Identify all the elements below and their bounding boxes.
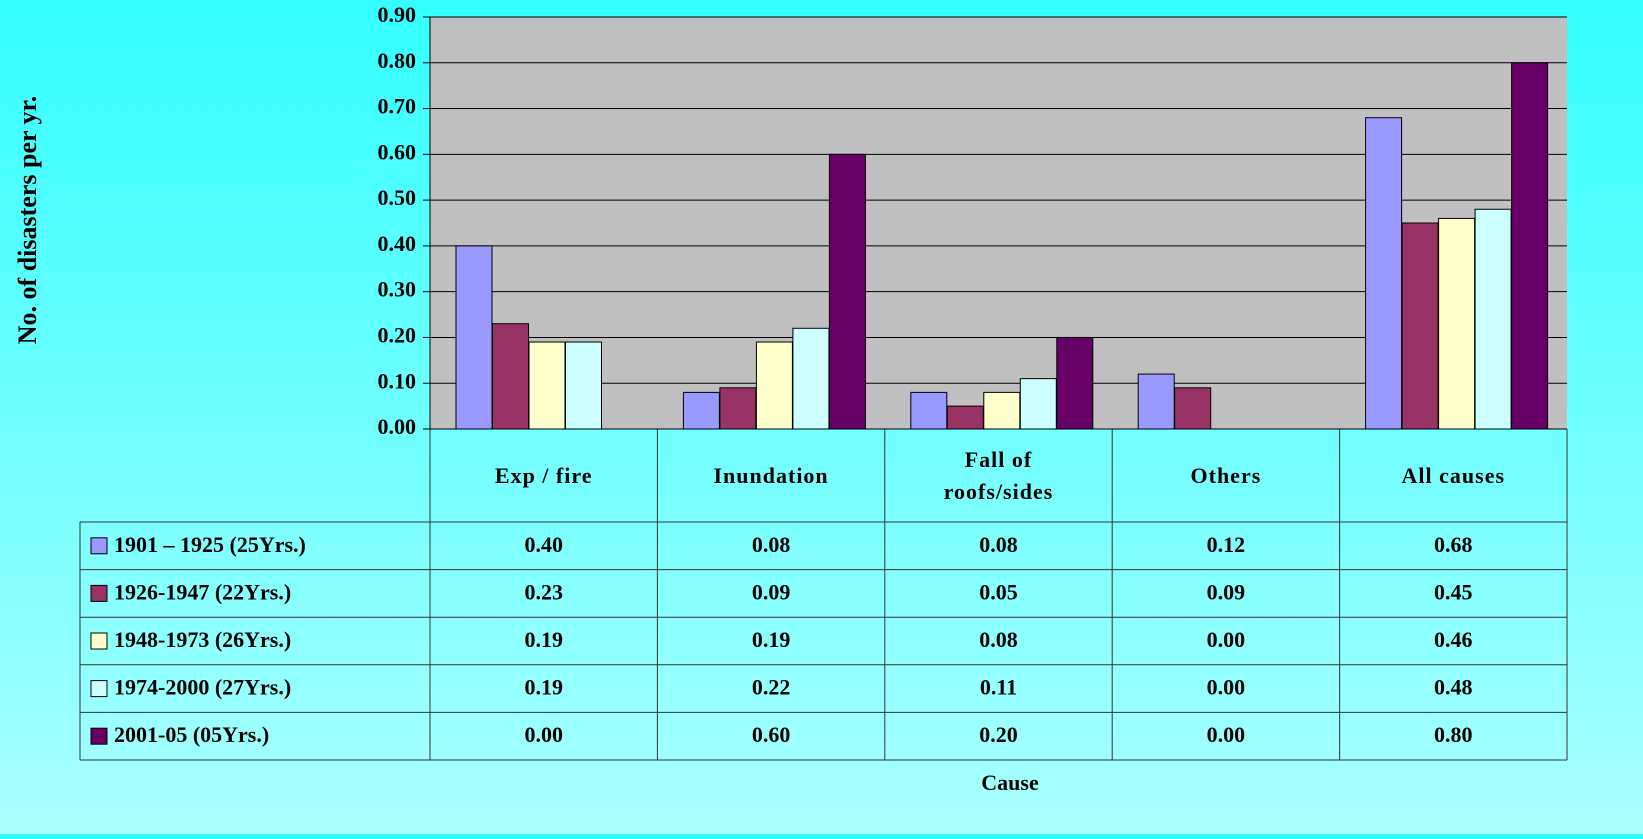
table-value: 0.40 xyxy=(524,532,563,557)
legend-key xyxy=(90,537,108,555)
category-cell: Others xyxy=(1190,462,1262,488)
y-tick-label: 0.30 xyxy=(378,277,417,302)
bar xyxy=(1438,217,1476,430)
bar xyxy=(1137,373,1175,430)
x-tick-label: Inundation xyxy=(713,462,829,488)
x-tick-label: All causes xyxy=(1401,462,1506,488)
legend-label: 1901 – 1925 (25Yrs.) xyxy=(114,532,306,557)
legend-label: 1948-1973 (26Yrs.) xyxy=(114,627,291,652)
table-value: 0.00 xyxy=(1207,627,1246,652)
y-tick-label: 0.70 xyxy=(378,94,417,119)
y-tick-label: 0.40 xyxy=(378,231,417,256)
bar xyxy=(792,327,830,430)
category-cell: Fall of roofs/sides xyxy=(943,446,1054,504)
bar xyxy=(682,391,720,430)
x-tick-label: Fall of roofs/sides xyxy=(943,446,1054,504)
table-value: 0.20 xyxy=(979,722,1018,747)
table-value: 0.09 xyxy=(752,579,791,604)
table-value: 0.46 xyxy=(1434,627,1473,652)
table-value: 0.08 xyxy=(752,532,791,557)
table-value: 0.08 xyxy=(979,627,1018,652)
table-value: 0.05 xyxy=(979,579,1018,604)
table-value: 0.19 xyxy=(752,627,791,652)
table-value: 0.45 xyxy=(1434,579,1473,604)
y-tick-label: 0.20 xyxy=(378,322,417,347)
table-value: 0.80 xyxy=(1434,722,1473,747)
bar xyxy=(1019,378,1057,430)
table-value: 0.08 xyxy=(979,532,1018,557)
table-value: 0.60 xyxy=(752,722,791,747)
bar xyxy=(1056,336,1094,430)
table-value: 0.19 xyxy=(524,675,563,700)
bar xyxy=(719,387,757,430)
bar xyxy=(910,391,948,430)
legend-key xyxy=(90,584,108,602)
bar xyxy=(828,153,866,430)
category-cell: Exp / fire xyxy=(494,462,593,488)
x-tick-label: Others xyxy=(1190,462,1262,488)
bar xyxy=(492,323,529,430)
x-axis-label: Cause xyxy=(981,770,1039,795)
bar xyxy=(565,341,602,430)
legend-key xyxy=(90,727,108,745)
y-tick-label: 0.10 xyxy=(378,368,417,393)
legend-key xyxy=(90,632,108,650)
table-value: 0.12 xyxy=(1207,532,1246,557)
y-tick-label: 0.80 xyxy=(378,48,417,73)
bar xyxy=(755,341,793,430)
bar xyxy=(983,391,1021,430)
table-value: 0.23 xyxy=(524,579,563,604)
category-cell: Inundation xyxy=(713,462,829,488)
bar xyxy=(946,405,984,430)
y-tick-label: 0.00 xyxy=(378,414,417,439)
table-value: 0.68 xyxy=(1434,532,1473,557)
table-value: 0.00 xyxy=(1207,675,1246,700)
table-value: 0.19 xyxy=(524,627,563,652)
table-value: 0.00 xyxy=(524,722,563,747)
category-cell: All causes xyxy=(1401,462,1506,488)
table-value: 0.11 xyxy=(980,675,1017,700)
bar xyxy=(1365,117,1403,430)
bar xyxy=(1511,62,1549,430)
y-tick-label: 0.60 xyxy=(378,139,417,164)
y-tick-label: 0.90 xyxy=(378,2,417,27)
y-tick-label: 0.50 xyxy=(378,185,417,210)
legend-key xyxy=(90,680,108,698)
x-tick-label: Exp / fire xyxy=(494,462,593,488)
bar xyxy=(1174,387,1212,430)
y-axis-label: No. of disasters per yr. xyxy=(13,96,42,344)
bar xyxy=(1401,222,1439,430)
legend-label: 2001-05 (05Yrs.) xyxy=(114,722,269,747)
bar xyxy=(455,245,493,430)
legend-label: 1926-1947 (22Yrs.) xyxy=(114,579,291,604)
legend-label: 1974-2000 (27Yrs.) xyxy=(114,675,291,700)
bar xyxy=(1474,208,1512,430)
table-value: 0.09 xyxy=(1207,579,1246,604)
bar xyxy=(528,341,566,430)
table-value: 0.48 xyxy=(1434,675,1473,700)
table-value: 0.22 xyxy=(752,675,791,700)
table-value: 0.00 xyxy=(1207,722,1246,747)
